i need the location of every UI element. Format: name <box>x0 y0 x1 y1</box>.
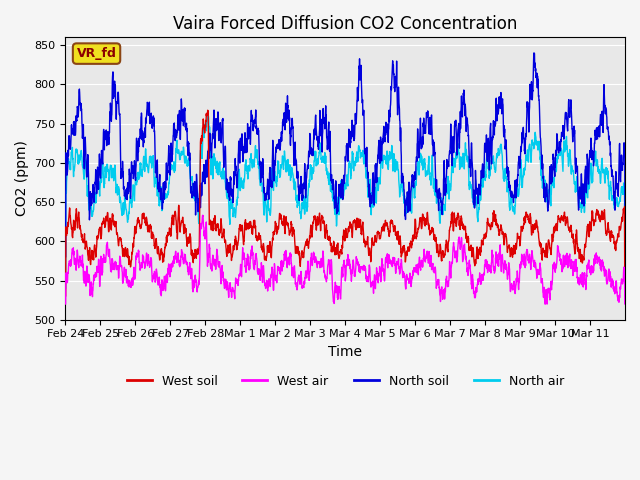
X-axis label: Time: Time <box>328 345 362 359</box>
Title: Vaira Forced Diffusion CO2 Concentration: Vaira Forced Diffusion CO2 Concentration <box>173 15 517 33</box>
Text: VR_fd: VR_fd <box>77 47 116 60</box>
Y-axis label: CO2 (ppm): CO2 (ppm) <box>15 141 29 216</box>
Legend: West soil, West air, North soil, North air: West soil, West air, North soil, North a… <box>122 370 569 393</box>
